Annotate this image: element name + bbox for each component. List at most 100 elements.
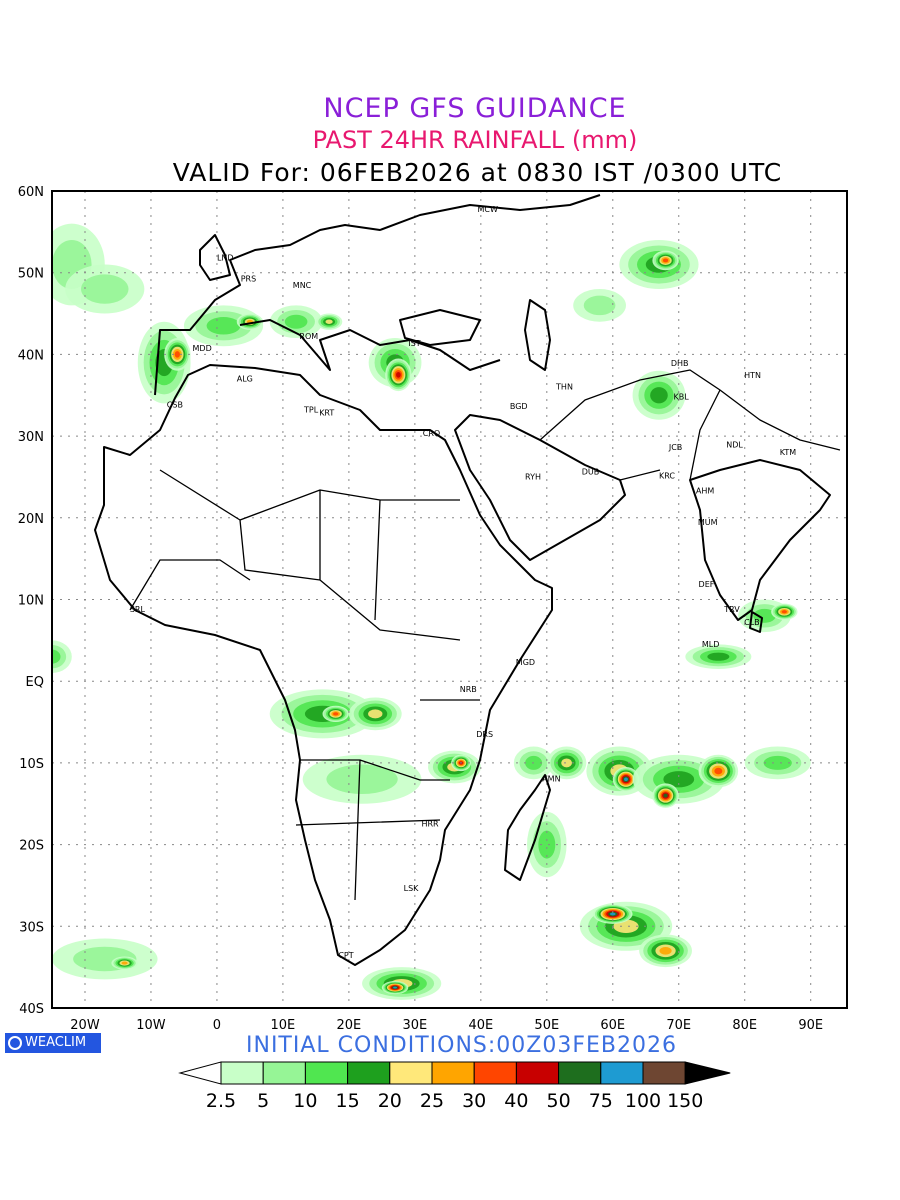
lat-tick-label: 40N (18, 348, 44, 363)
rain-area (632, 370, 686, 420)
rain-area (52, 640, 72, 674)
colorbar-swatch (431, 1061, 475, 1085)
station-label: TPL (303, 405, 319, 414)
rain-area (652, 783, 679, 808)
colorbar-min-arrow (178, 1061, 222, 1085)
rain-area (111, 956, 138, 970)
station-label: KRC (659, 472, 675, 481)
lat-tick-label: 20S (19, 839, 44, 854)
rain-area (527, 811, 567, 878)
initial-conditions: INITIAL CONDITIONS:00Z03FEB2026 (246, 1033, 677, 1058)
rain-area (685, 644, 752, 669)
colorbar-swatch (262, 1061, 306, 1085)
lon-tick-label: 40E (468, 1018, 493, 1033)
station-label: MCW (478, 205, 498, 214)
logo-circle-icon (8, 1036, 22, 1050)
station-label: CLB (744, 618, 760, 627)
rain-area (348, 697, 402, 731)
colorbar-swatch (304, 1061, 349, 1085)
colorbar-label: 50 (547, 1090, 571, 1112)
lon-tick-label: 10E (271, 1018, 296, 1033)
rain-area (698, 754, 739, 788)
rain-area (381, 981, 409, 995)
station-label: LND (217, 253, 234, 262)
lon-tick-label: 20E (337, 1018, 362, 1033)
map-title: NCEP GFS GUIDANCE (323, 93, 627, 124)
lon-tick-label: 80E (732, 1018, 757, 1033)
station-label: CRO (423, 429, 440, 438)
europe-coastline (154, 194, 601, 396)
rain-area (744, 746, 811, 780)
logo-text: WEACLIM (25, 1035, 87, 1050)
colorbar-max-arrow (684, 1061, 731, 1085)
rain-area (65, 264, 145, 314)
lon-tick-label: 30E (402, 1018, 427, 1033)
lat-tick-label: 50N (18, 267, 44, 282)
station-label: HRR (421, 820, 439, 829)
station-label: MNC (293, 281, 312, 290)
rain-area (573, 289, 626, 322)
rain-area (322, 705, 349, 723)
uk-coastline (199, 234, 231, 281)
lat-tick-label: 30N (18, 430, 44, 445)
lat-tick-label: 30S (19, 920, 44, 935)
station-label: CPT (338, 951, 353, 960)
rain-area (52, 938, 158, 980)
rain-area (771, 603, 798, 620)
colorbar-label: 100 (625, 1090, 661, 1112)
madagascar-coastline (504, 774, 551, 881)
station-label: MGD (516, 658, 535, 667)
africa-coastline (94, 364, 553, 966)
station-label: RYH (525, 472, 541, 481)
rain-area (302, 754, 422, 804)
colorbar-swatch (220, 1061, 264, 1085)
lon-tick-label: 0 (213, 1018, 221, 1033)
colorbar-label: 2.5 (206, 1090, 236, 1112)
colorbar-label: 10 (293, 1090, 317, 1112)
colorbar-swatch (600, 1061, 644, 1085)
valid-time: VALID For: 06FEB2026 at 0830 IST /0300 U… (172, 158, 783, 187)
lat-tick-label: 60N (18, 185, 44, 200)
map-subtitle: PAST 24HR RAINFALL (mm) (312, 126, 638, 154)
rain-area (236, 313, 264, 330)
srilanka-coastline (749, 611, 763, 633)
rain-area (612, 766, 640, 792)
rain-area (164, 338, 191, 371)
lat-tick-label: 20N (18, 512, 44, 527)
station-label: MUM (698, 518, 718, 527)
station-label: PRS (241, 275, 256, 284)
colorbar-swatch (389, 1061, 433, 1085)
station-label: SRL (130, 605, 146, 614)
colorbar-label: 25 (420, 1090, 444, 1112)
station-label: KBL (673, 392, 689, 401)
station-label: DRS (476, 730, 493, 739)
map-frame (51, 190, 848, 1009)
rain-area (315, 313, 343, 330)
colorbar-swatch (642, 1061, 686, 1085)
station-label: DEF (699, 580, 715, 589)
station-label: LSK (404, 884, 420, 893)
india-coastline (689, 459, 831, 621)
lon-tick-label: 20W (70, 1018, 100, 1033)
station-label: ROM (299, 332, 318, 341)
lat-tick-label: EQ (26, 675, 44, 690)
rain-area (546, 746, 587, 780)
colorbar-label: 5 (257, 1090, 269, 1112)
station-label: CSB (167, 401, 183, 410)
colorbar-label: 40 (504, 1090, 528, 1112)
station-label: MLD (702, 640, 720, 649)
station-label: TRV (723, 605, 740, 614)
station-label: HTN (744, 371, 761, 380)
colorbar-label: 75 (589, 1090, 613, 1112)
station-label: BGD (510, 402, 528, 411)
station-label: ALG (237, 374, 253, 383)
lat-tick-label: 10N (18, 594, 44, 609)
station-label: IST (408, 339, 420, 348)
blacksea-coastline (399, 309, 481, 346)
station-label: KTM (780, 448, 797, 457)
colorbar-swatch (558, 1061, 602, 1085)
weaclim-logo[interactable]: WEACLIM (5, 1033, 101, 1053)
station-label: AHM (696, 486, 714, 495)
caspian-coastline (524, 299, 551, 371)
